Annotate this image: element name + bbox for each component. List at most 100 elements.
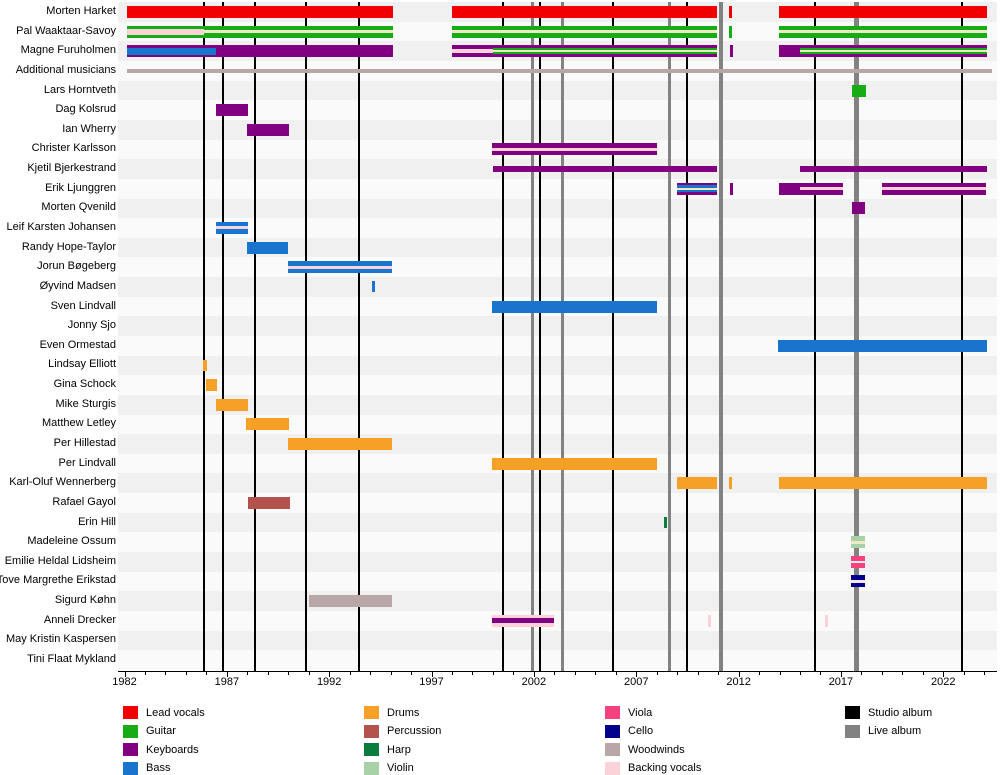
timeline-bar [492,143,657,156]
bar-inner-stripe [850,540,866,544]
timeline-bar [216,104,249,117]
legend-swatch [364,724,379,738]
timeline-bar [126,45,393,58]
legend-label: Harp [387,743,411,756]
timeline-bar [492,300,657,313]
timeline-bar [309,595,392,608]
row-band [118,434,997,454]
timeline-bar [452,45,717,58]
axis-tick [533,672,535,677]
axis-tick [595,672,597,675]
row-label: Randy Hope-Taylor [21,240,116,253]
timeline-bar [216,221,249,234]
bar-inner-stripe [800,187,844,191]
timeline-bar [800,166,987,173]
row-band [118,591,997,611]
studio-album-line [304,2,307,671]
row-label: Mike Sturgis [55,397,116,410]
row-band [118,80,997,101]
live-album-line [667,2,671,671]
live-album-line [561,2,565,671]
timeline-bar [216,398,248,411]
row-band [118,610,997,631]
studio-album-line [539,2,542,671]
row-label: Leif Karsten Johansen [6,220,116,233]
axis-tick [902,672,904,675]
live-album-line [531,2,535,671]
timeline-bar [492,457,657,470]
live-album-line [719,2,724,671]
legend-swatch [123,743,138,757]
bar-inner-stripe [126,47,216,55]
legend-label: Woodwinds [628,743,685,756]
row-band [118,178,997,199]
timeline-bar [452,6,717,18]
axis-tick-label: 1982 [112,676,137,688]
axis-tick [943,672,945,677]
timeline-bar [851,575,866,588]
row-band [118,375,997,395]
timeline-bar [778,45,987,58]
axis-tick [820,672,822,675]
axis-tick [636,672,638,677]
axis-tick [329,672,331,677]
axis-tick [574,672,576,675]
studio-album-line [685,2,688,671]
row-label: May Kristin Kaspersen [5,633,116,646]
row-band [118,414,997,435]
timeline-bar [778,182,844,195]
bar-inner-stripe [452,30,717,33]
row-label: Erin Hill [78,515,116,528]
row-label: Sven Lindvall [50,299,116,312]
axis-tick [697,672,699,675]
axis-tick [615,672,617,675]
axis-tick [718,672,720,675]
row-label: Christer Karlsson [31,142,116,155]
row-label: Karl-Oluf Wennerberg [9,476,116,489]
axis-tick [370,672,372,675]
studio-album-line [202,2,205,671]
axis-tick-label: 2012 [726,676,751,688]
legend-label: Live album [868,725,922,738]
legend-label: Percussion [387,725,442,738]
timeline-tick [729,477,732,490]
row-label: Tove Margrethe Erikstad [0,574,116,587]
timeline-tick [202,359,207,371]
legend-swatch [605,706,620,719]
timeline-bar [851,555,866,568]
axis-tick-label: 2022 [931,676,956,688]
row-band [118,532,997,552]
legend-label: Violin [387,762,414,775]
timeline-bar [778,477,987,490]
row-label: Additional musicians [15,63,116,76]
bar-inner-stripe [677,187,717,190]
bar-inner-stripe [126,28,205,35]
legend-label: Bass [146,762,171,775]
timeline-bar [677,182,717,195]
axis-tick-label: 2007 [624,676,649,688]
timeline-bar [851,84,866,97]
timeline-tick [664,517,667,529]
timeline-bar [126,6,393,18]
axis-tick [759,672,761,675]
axis-tick [226,672,228,677]
studio-album-line [358,2,361,671]
axis-tick [390,672,392,675]
axis-tick [779,672,781,675]
row-band [118,119,997,140]
row-label: Gina Schock [53,378,116,391]
row-label: Øyvind Madsen [39,279,116,292]
row-band [118,316,997,336]
timeline-bar [778,6,987,18]
row-label: Per Lindvall [58,456,116,469]
legend-label: Drums [387,706,420,719]
live-album-line [854,2,860,671]
legend-swatch [605,743,620,757]
bar-inner-stripe [881,187,987,191]
axis-tick [840,672,842,677]
timeline-bar [126,68,993,73]
row-label: Jonny Sjo [67,319,116,332]
timeline-bar [851,202,866,215]
axis-tick [206,672,208,675]
axis-tick-label: 2017 [828,676,854,688]
